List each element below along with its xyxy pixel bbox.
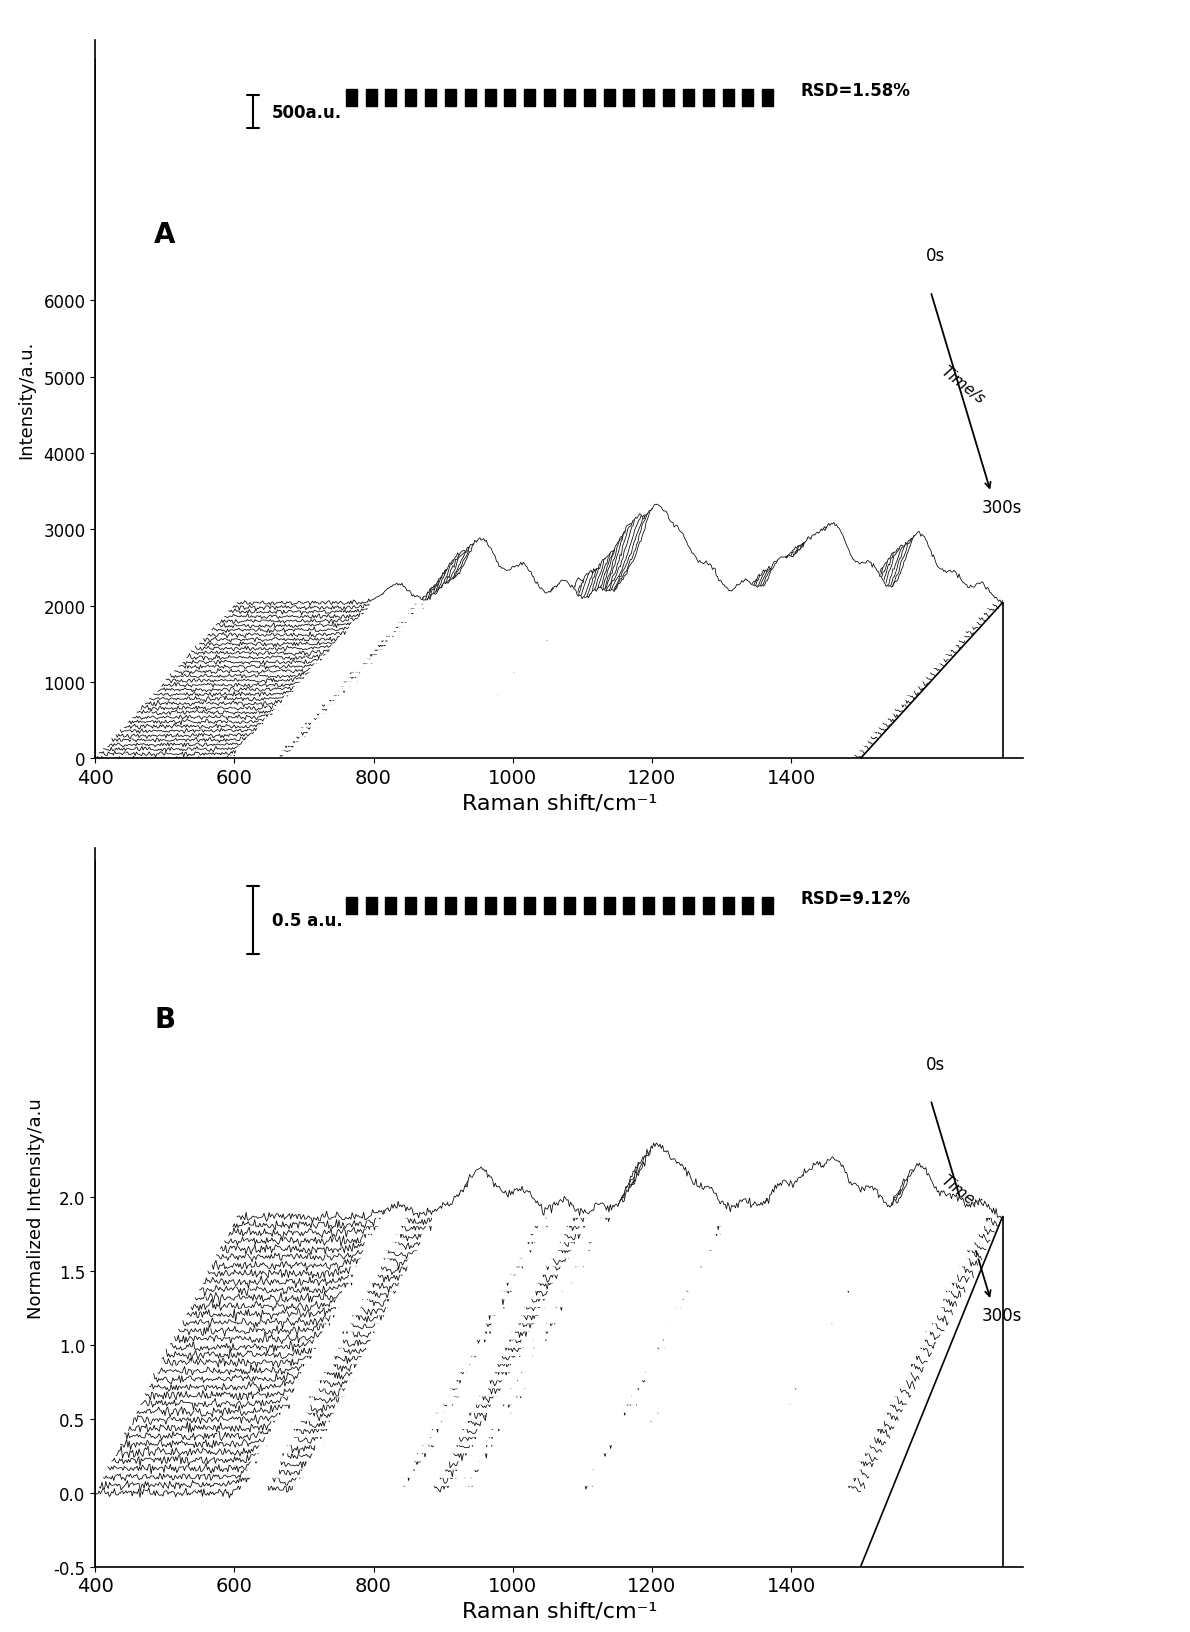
FancyBboxPatch shape bbox=[346, 90, 357, 106]
FancyBboxPatch shape bbox=[683, 898, 694, 914]
Text: B: B bbox=[155, 1005, 175, 1033]
Text: 300s: 300s bbox=[982, 498, 1022, 517]
X-axis label: Raman shift/cm⁻¹: Raman shift/cm⁻¹ bbox=[462, 793, 657, 813]
Y-axis label: Normalized Intensity/a.u: Normalized Intensity/a.u bbox=[27, 1097, 45, 1319]
FancyBboxPatch shape bbox=[603, 898, 614, 914]
FancyBboxPatch shape bbox=[703, 898, 714, 914]
FancyBboxPatch shape bbox=[445, 898, 456, 914]
FancyBboxPatch shape bbox=[743, 898, 753, 914]
Text: 300s: 300s bbox=[982, 1306, 1022, 1325]
FancyBboxPatch shape bbox=[544, 898, 555, 914]
FancyBboxPatch shape bbox=[584, 90, 595, 106]
FancyBboxPatch shape bbox=[722, 898, 733, 914]
FancyBboxPatch shape bbox=[683, 90, 694, 106]
Text: 500a.u.: 500a.u. bbox=[271, 103, 342, 122]
X-axis label: Raman shift/cm⁻¹: Raman shift/cm⁻¹ bbox=[462, 1601, 657, 1621]
FancyBboxPatch shape bbox=[644, 898, 655, 914]
Text: 0s: 0s bbox=[926, 1054, 945, 1074]
FancyBboxPatch shape bbox=[365, 90, 377, 106]
FancyBboxPatch shape bbox=[624, 898, 634, 914]
FancyBboxPatch shape bbox=[525, 898, 536, 914]
FancyBboxPatch shape bbox=[743, 90, 753, 106]
FancyBboxPatch shape bbox=[525, 90, 536, 106]
Y-axis label: Intensity/a.u.: Intensity/a.u. bbox=[17, 341, 35, 459]
FancyBboxPatch shape bbox=[763, 90, 774, 106]
FancyBboxPatch shape bbox=[544, 90, 555, 106]
FancyBboxPatch shape bbox=[445, 90, 456, 106]
FancyBboxPatch shape bbox=[584, 898, 595, 914]
FancyBboxPatch shape bbox=[425, 898, 437, 914]
Text: 0.5 a.u.: 0.5 a.u. bbox=[271, 911, 343, 930]
FancyBboxPatch shape bbox=[564, 90, 575, 106]
Text: RSD=9.12%: RSD=9.12% bbox=[801, 889, 910, 907]
FancyBboxPatch shape bbox=[365, 898, 377, 914]
FancyBboxPatch shape bbox=[564, 898, 575, 914]
FancyBboxPatch shape bbox=[406, 90, 416, 106]
FancyBboxPatch shape bbox=[425, 90, 437, 106]
FancyBboxPatch shape bbox=[406, 898, 416, 914]
Text: 0s: 0s bbox=[926, 246, 945, 266]
FancyBboxPatch shape bbox=[465, 898, 476, 914]
FancyBboxPatch shape bbox=[505, 90, 515, 106]
FancyBboxPatch shape bbox=[763, 898, 774, 914]
FancyBboxPatch shape bbox=[484, 898, 496, 914]
FancyBboxPatch shape bbox=[624, 90, 634, 106]
Text: RSD=1.58%: RSD=1.58% bbox=[801, 82, 910, 100]
FancyBboxPatch shape bbox=[505, 898, 515, 914]
FancyBboxPatch shape bbox=[722, 90, 733, 106]
FancyBboxPatch shape bbox=[465, 90, 476, 106]
FancyBboxPatch shape bbox=[644, 90, 655, 106]
Text: Time/s: Time/s bbox=[939, 1172, 988, 1214]
FancyBboxPatch shape bbox=[663, 898, 674, 914]
FancyBboxPatch shape bbox=[346, 898, 357, 914]
FancyBboxPatch shape bbox=[663, 90, 674, 106]
FancyBboxPatch shape bbox=[603, 90, 614, 106]
FancyBboxPatch shape bbox=[386, 90, 396, 106]
FancyBboxPatch shape bbox=[703, 90, 714, 106]
Text: A: A bbox=[154, 220, 176, 248]
FancyBboxPatch shape bbox=[484, 90, 496, 106]
Text: Time/s: Time/s bbox=[939, 364, 988, 406]
FancyBboxPatch shape bbox=[386, 898, 396, 914]
